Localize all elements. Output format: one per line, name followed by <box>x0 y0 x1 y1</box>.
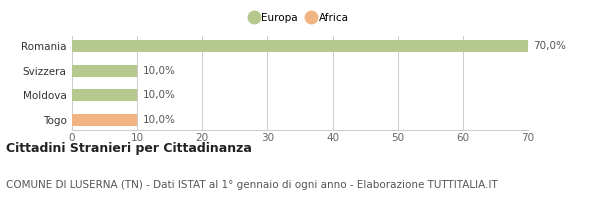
Text: 10,0%: 10,0% <box>142 66 175 76</box>
Text: 10,0%: 10,0% <box>142 90 175 100</box>
Text: 10,0%: 10,0% <box>142 115 175 125</box>
Text: 70,0%: 70,0% <box>533 41 566 51</box>
Text: Cittadini Stranieri per Cittadinanza: Cittadini Stranieri per Cittadinanza <box>6 142 252 155</box>
Text: COMUNE DI LUSERNA (TN) - Dati ISTAT al 1° gennaio di ogni anno - Elaborazione TU: COMUNE DI LUSERNA (TN) - Dati ISTAT al 1… <box>6 180 498 190</box>
Bar <box>72 40 528 52</box>
Bar <box>72 65 137 77</box>
Bar <box>72 114 137 126</box>
Legend: Europa, Africa: Europa, Africa <box>249 11 351 26</box>
Bar <box>72 89 137 101</box>
